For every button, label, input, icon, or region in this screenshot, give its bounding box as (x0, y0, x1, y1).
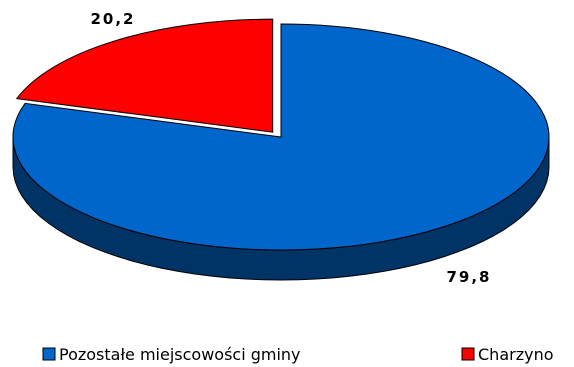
data-label-charzyno: 20,2 (90, 10, 135, 28)
legend-swatch-charzyno (461, 347, 475, 361)
pie-tops (12, 18, 550, 251)
legend-label-charzyno: Charzyno (478, 345, 554, 364)
legend-item-pozostale: Pozostałe miejscowości gminy (42, 345, 301, 364)
legend-item-charzyno: Charzyno (461, 345, 554, 364)
data-label-pozostale: 79,8 (446, 268, 491, 286)
legend-swatch-pozostale (42, 347, 56, 361)
legend: Pozostałe miejscowości gminy Charzyno (42, 345, 554, 364)
slice-charzyno (15, 18, 274, 133)
legend-label-pozostale: Pozostałe miejscowości gminy (59, 345, 301, 364)
slice-pozostale (12, 23, 550, 251)
